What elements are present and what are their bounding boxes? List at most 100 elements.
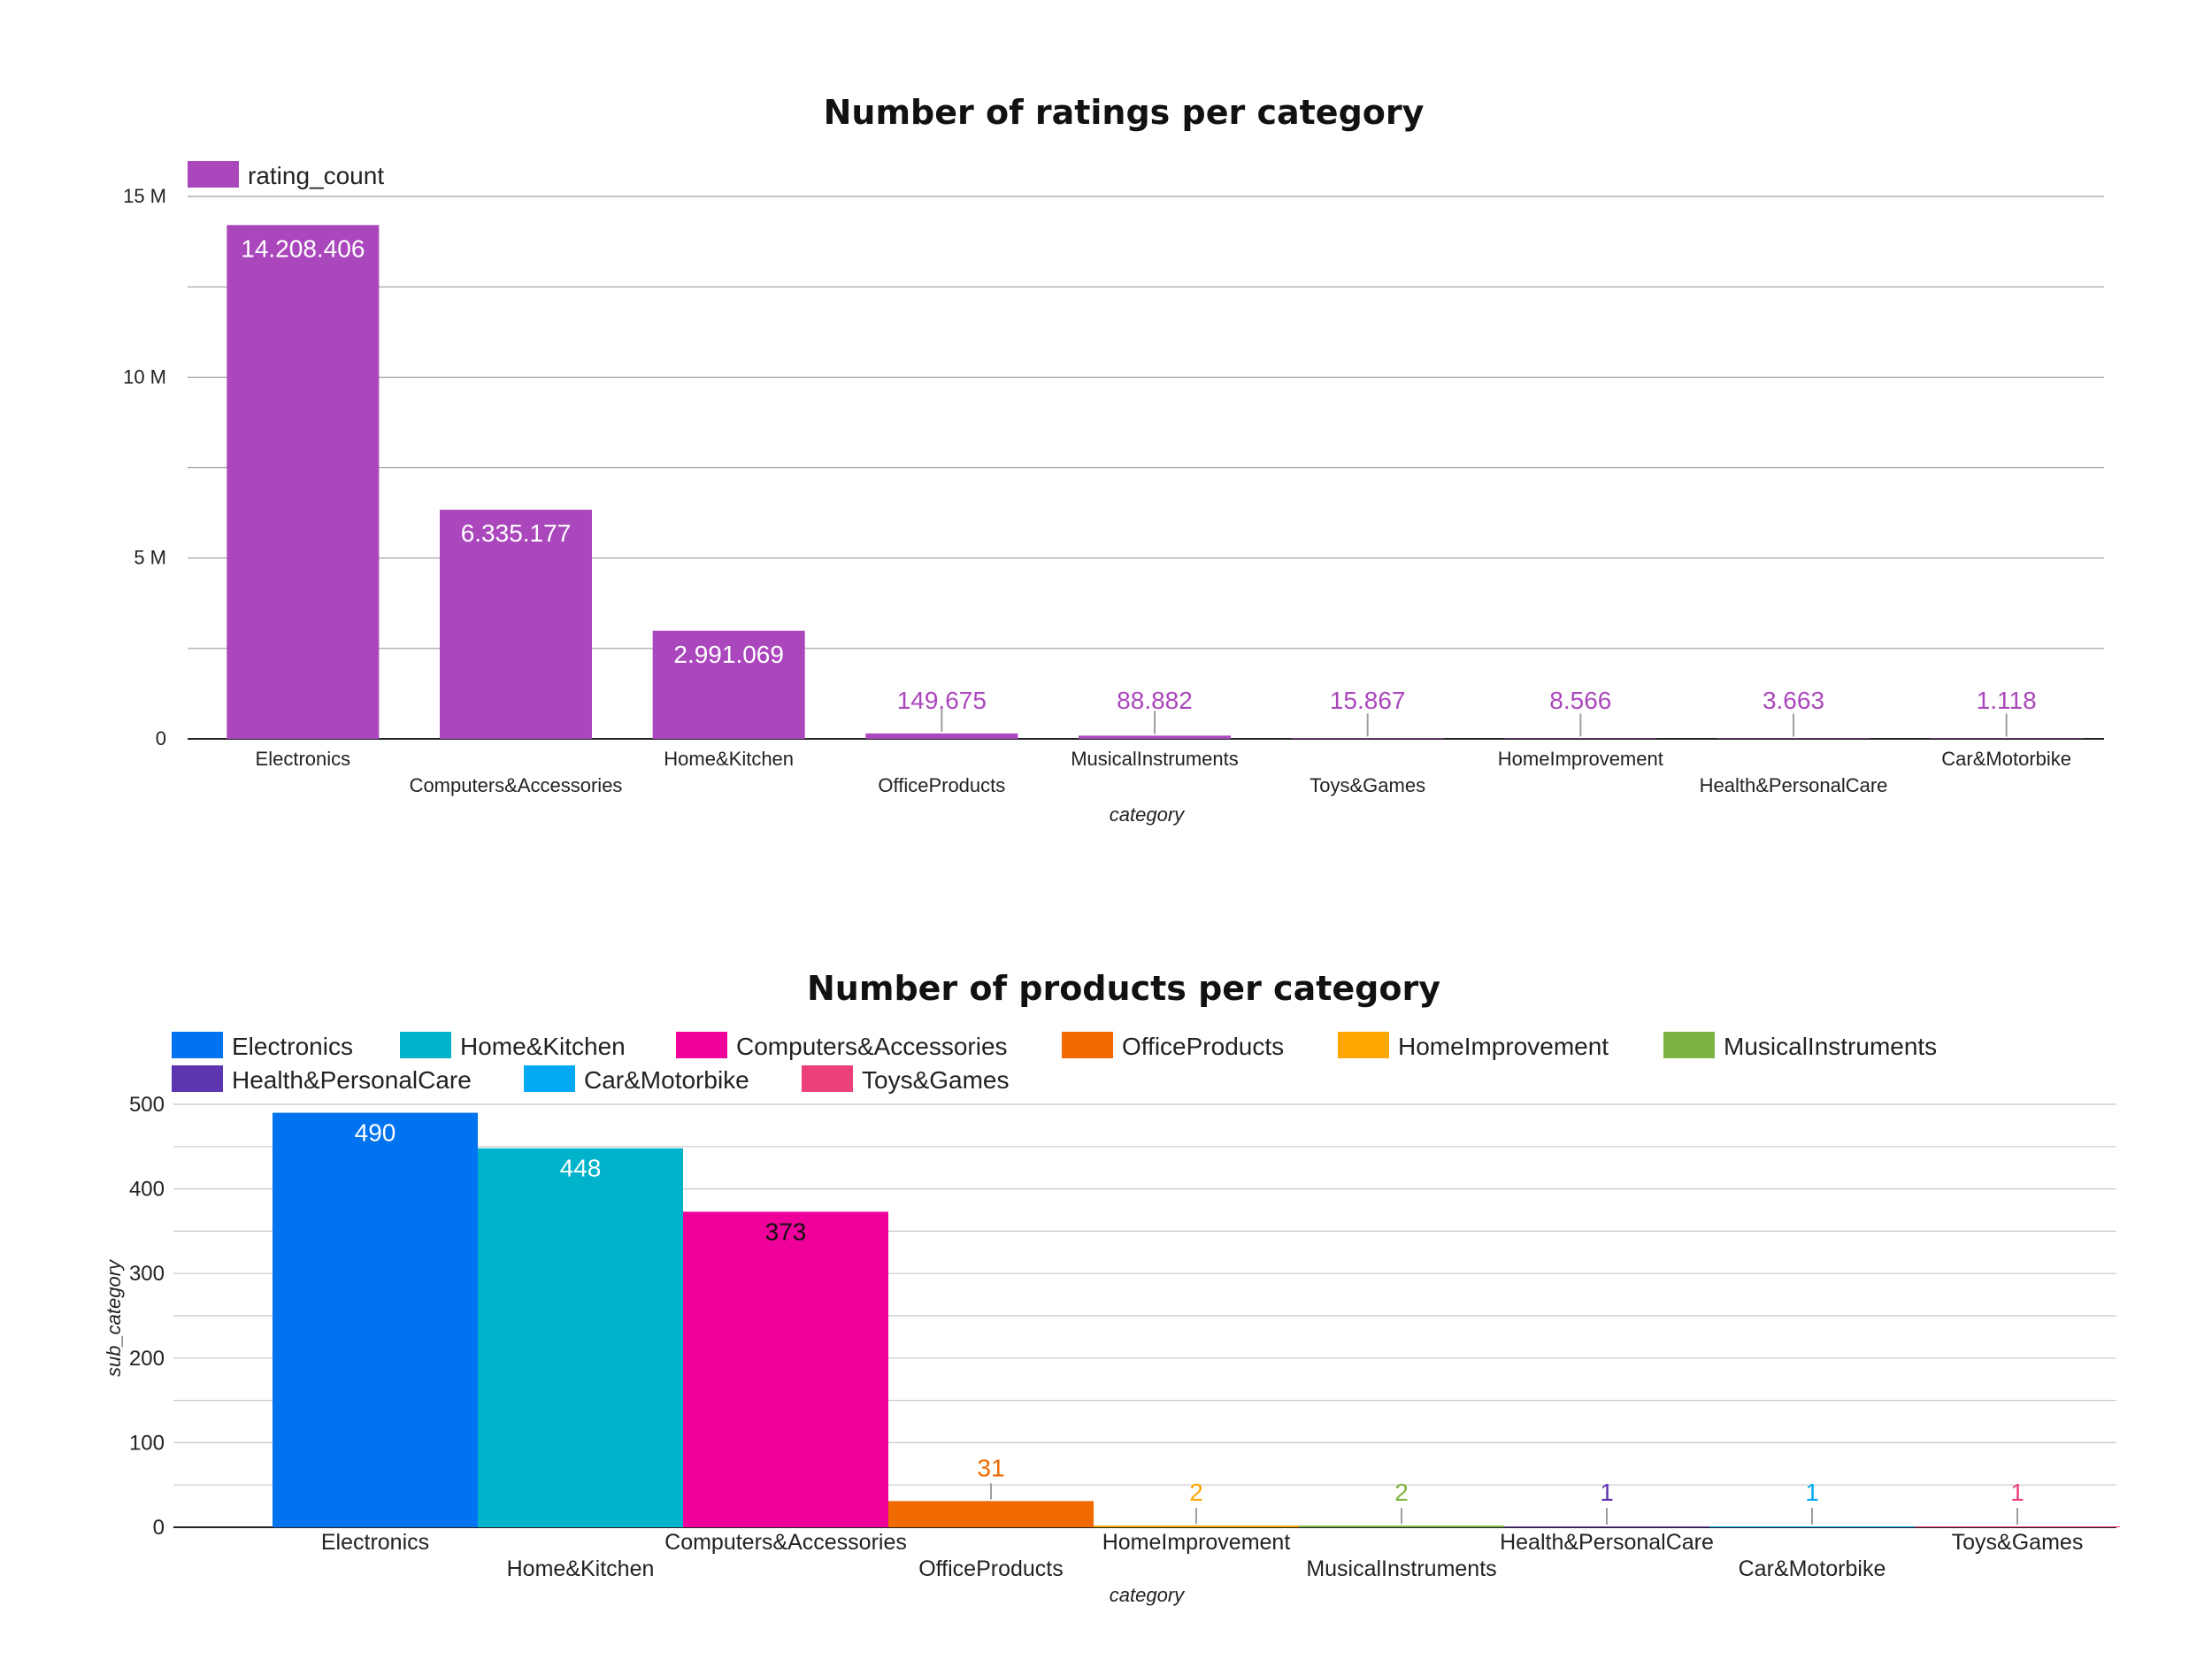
- ratings-bar: [227, 225, 380, 740]
- products-chart-title: Number of products per category: [807, 969, 1440, 1008]
- products-legend-label: Computers&Accessories: [736, 1033, 1008, 1060]
- products-legend-swatch: [1338, 1032, 1389, 1058]
- products-legend-swatch: [524, 1065, 575, 1092]
- products-legend-label: Toys&Games: [862, 1066, 1010, 1094]
- ratings-chart-title: Number of ratings per category: [824, 93, 1425, 132]
- products-y-tick-label: 100: [129, 1431, 165, 1455]
- ratings-bar: [1930, 738, 2083, 739]
- products-legend-label: HomeImprovement: [1398, 1033, 1609, 1060]
- products-y-tick-label: 300: [129, 1262, 165, 1286]
- products-category-label: Car&Motorbike: [1739, 1556, 1886, 1581]
- ratings-category-label: OfficeProducts: [878, 774, 1005, 796]
- ratings-bar: [1717, 738, 1870, 739]
- products-data-label: 31: [977, 1454, 1004, 1481]
- products-legend-swatch: [1062, 1032, 1113, 1058]
- products-y-tick-label: 200: [129, 1347, 165, 1371]
- products-legend-label: Electronics: [232, 1033, 353, 1060]
- products-category-label: Electronics: [321, 1530, 429, 1555]
- products-data-labels: 490 448 373 31 2 2 1 1 1: [355, 1119, 2024, 1525]
- products-legend-swatch: [172, 1065, 223, 1092]
- products-legend-swatch: [400, 1032, 451, 1058]
- products-data-label: 448: [560, 1155, 602, 1182]
- products-bar: [1299, 1526, 1504, 1527]
- ratings-data-label: 149.675: [897, 687, 987, 714]
- products-category-label: MusicalInstruments: [1306, 1556, 1496, 1581]
- products-legend-label: Health&PersonalCare: [232, 1066, 472, 1094]
- ratings-legend-label: rating_count: [248, 162, 384, 189]
- products-bar: [273, 1112, 478, 1527]
- ratings-data-label: 15.867: [1330, 687, 1406, 714]
- ratings-data-label: 2.991.069: [673, 641, 784, 668]
- ratings-bar: [440, 510, 592, 739]
- products-bar: [1504, 1526, 1709, 1527]
- products-data-label: 490: [355, 1119, 396, 1147]
- products-chart: Number of products per category Electron…: [103, 969, 2120, 1606]
- ratings-data-labels: 14.208.406 6.335.177 2.991.069 149.675 88.88…: [241, 234, 2037, 737]
- products-legend-label: OfficeProducts: [1122, 1033, 1284, 1060]
- products-legend-swatch: [676, 1032, 727, 1058]
- ratings-data-label: 88.882: [1117, 687, 1193, 714]
- ratings-bar: [1079, 735, 1231, 739]
- ratings-bar: [652, 630, 805, 739]
- products-bar: [1709, 1526, 1915, 1527]
- products-legend-swatch: [1663, 1032, 1715, 1058]
- products-data-label: 1: [1805, 1479, 1819, 1506]
- ratings-y-tick-label: 0: [156, 727, 166, 749]
- products-bar: [1915, 1526, 2120, 1527]
- products-data-label: 1: [1600, 1479, 1614, 1506]
- products-bar: [888, 1501, 1094, 1527]
- products-bar: [478, 1148, 683, 1527]
- ratings-chart: Number of ratings per category rating_co…: [123, 93, 2104, 826]
- products-category-label: Computers&Accessories: [664, 1530, 907, 1555]
- ratings-data-label: 8.566: [1549, 687, 1611, 714]
- products-category-label: Health&PersonalCare: [1500, 1530, 1714, 1555]
- ratings-bar: [865, 733, 1018, 739]
- ratings-data-label: 6.335.177: [461, 519, 572, 547]
- ratings-legend-swatch: [188, 161, 239, 188]
- products-bars: [273, 1112, 2120, 1527]
- products-data-label: 2: [1189, 1479, 1203, 1506]
- ratings-data-label: 1.118: [1977, 687, 2037, 714]
- products-legend-label: Car&Motorbike: [584, 1066, 749, 1094]
- products-bar: [1094, 1526, 1299, 1527]
- ratings-bar: [1504, 738, 1657, 739]
- products-legend-label: Home&Kitchen: [460, 1033, 626, 1060]
- ratings-category-label: HomeImprovement: [1498, 748, 1663, 770]
- products-legend-swatch: [172, 1032, 223, 1058]
- ratings-category-label: Health&PersonalCare: [1700, 774, 1888, 796]
- ratings-y-tick-label: 10 M: [123, 365, 166, 388]
- products-data-label: 2: [1394, 1479, 1409, 1506]
- ratings-category-label: Car&Motorbike: [1941, 748, 2071, 770]
- products-y-axis-title: sub_category: [103, 1258, 125, 1377]
- products-data-label: 373: [765, 1218, 807, 1245]
- products-y-tick-label: 400: [129, 1178, 165, 1202]
- products-y-ticks: 0 100 200 300 400 500: [129, 1093, 165, 1540]
- products-y-tick-label: 0: [153, 1516, 165, 1540]
- ratings-data-label: 14.208.406: [241, 234, 365, 262]
- ratings-category-label: Electronics: [256, 748, 351, 770]
- products-legend: Electronics Home&Kitchen Computers&Accesso…: [172, 1032, 1937, 1094]
- ratings-category-label: Home&Kitchen: [664, 748, 794, 770]
- ratings-x-axis-title: category: [1110, 803, 1186, 826]
- products-legend-swatch: [802, 1065, 853, 1092]
- products-category-labels: Electronics Home&Kitchen Computers&Accesso…: [321, 1530, 2083, 1581]
- products-category-label: Toys&Games: [1952, 1530, 2084, 1555]
- products-y-tick-label: 500: [129, 1093, 165, 1117]
- products-category-label: Home&Kitchen: [507, 1556, 655, 1581]
- products-category-label: OfficeProducts: [918, 1556, 1064, 1581]
- ratings-bars: [227, 225, 2083, 740]
- ratings-y-tick-label: 5 M: [134, 547, 166, 569]
- ratings-y-tick-label: 15 M: [123, 185, 166, 207]
- products-x-axis-title: category: [1110, 1584, 1186, 1606]
- ratings-category-label: Toys&Games: [1310, 774, 1425, 796]
- ratings-data-label: 3.663: [1763, 687, 1824, 714]
- ratings-category-label: MusicalInstruments: [1071, 748, 1239, 770]
- products-bar: [683, 1211, 888, 1527]
- products-data-label: 1: [2010, 1479, 2024, 1506]
- ratings-category-labels: Electronics Computers&Accessories Home&Kit…: [256, 748, 2071, 796]
- products-category-label: HomeImprovement: [1102, 1530, 1291, 1555]
- ratings-bar: [1291, 738, 1444, 739]
- ratings-y-ticks: 0 5 M 10 M 15 M: [123, 185, 166, 749]
- ratings-category-label: Computers&Accessories: [410, 774, 623, 796]
